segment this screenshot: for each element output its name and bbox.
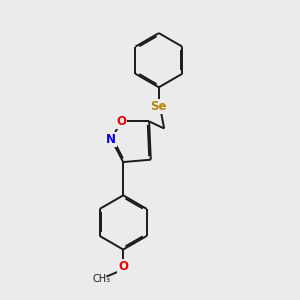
Text: CH₃: CH₃ [93,274,111,284]
Text: O: O [116,115,126,128]
Text: N: N [106,133,116,146]
Text: Se: Se [151,100,167,113]
Text: O: O [118,260,128,273]
